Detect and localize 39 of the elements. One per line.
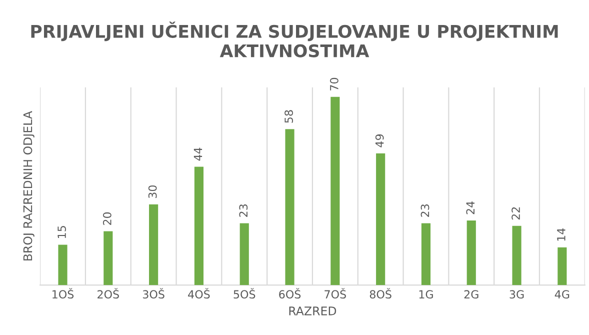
x-tick-label: 3OŠ — [142, 288, 164, 299]
bar — [285, 129, 294, 286]
bar — [330, 96, 340, 286]
x-tick-label: 6OŠ — [279, 288, 301, 299]
x-tick-label: 1G — [419, 290, 433, 299]
data-label: 22 — [512, 207, 520, 220]
x-axis-title: RAZRED — [289, 306, 336, 316]
data-label: 44 — [194, 148, 202, 161]
data-label: 70 — [330, 78, 338, 90]
x-tick-label: 1OŠ — [52, 288, 74, 299]
bar — [466, 220, 476, 286]
bar — [421, 223, 431, 286]
x-tick-label: 5OŠ — [234, 288, 256, 299]
chart-title: PRIJAVLJENI UČENICI ZA SUDJELOVANJE U PROJEKTNIM AKTIVNOSTIMA — [31, 22, 558, 58]
data-label: 23 — [420, 204, 430, 217]
x-tick-label: 8OŠ — [370, 288, 392, 299]
x-tick-label: 4G — [554, 290, 570, 299]
x-tick-label: 3G — [510, 290, 524, 299]
x-tick-label: 2G — [464, 290, 478, 299]
x-tick-label: 4OŠ — [188, 288, 210, 299]
bar — [58, 244, 68, 286]
data-label: 24 — [466, 201, 474, 214]
bar — [104, 231, 113, 286]
x-tick-label: 7OŠ — [324, 288, 346, 299]
bar — [512, 226, 522, 286]
data-label: 15 — [58, 226, 66, 238]
x-tick-label: 2OŠ — [98, 288, 119, 299]
bar — [240, 223, 249, 286]
data-label: 30 — [148, 185, 157, 198]
data-label: 49 — [375, 134, 384, 148]
bar — [376, 153, 386, 286]
bar — [194, 166, 204, 286]
y-axis-title: BROJ RAZREDNIH ODJELA — [23, 111, 34, 260]
data-label: 20 — [102, 212, 112, 225]
bar — [149, 204, 158, 286]
data-label: 58 — [284, 110, 293, 123]
bar — [558, 247, 567, 286]
data-label: 23 — [239, 204, 248, 217]
data-label: 14 — [557, 228, 566, 241]
